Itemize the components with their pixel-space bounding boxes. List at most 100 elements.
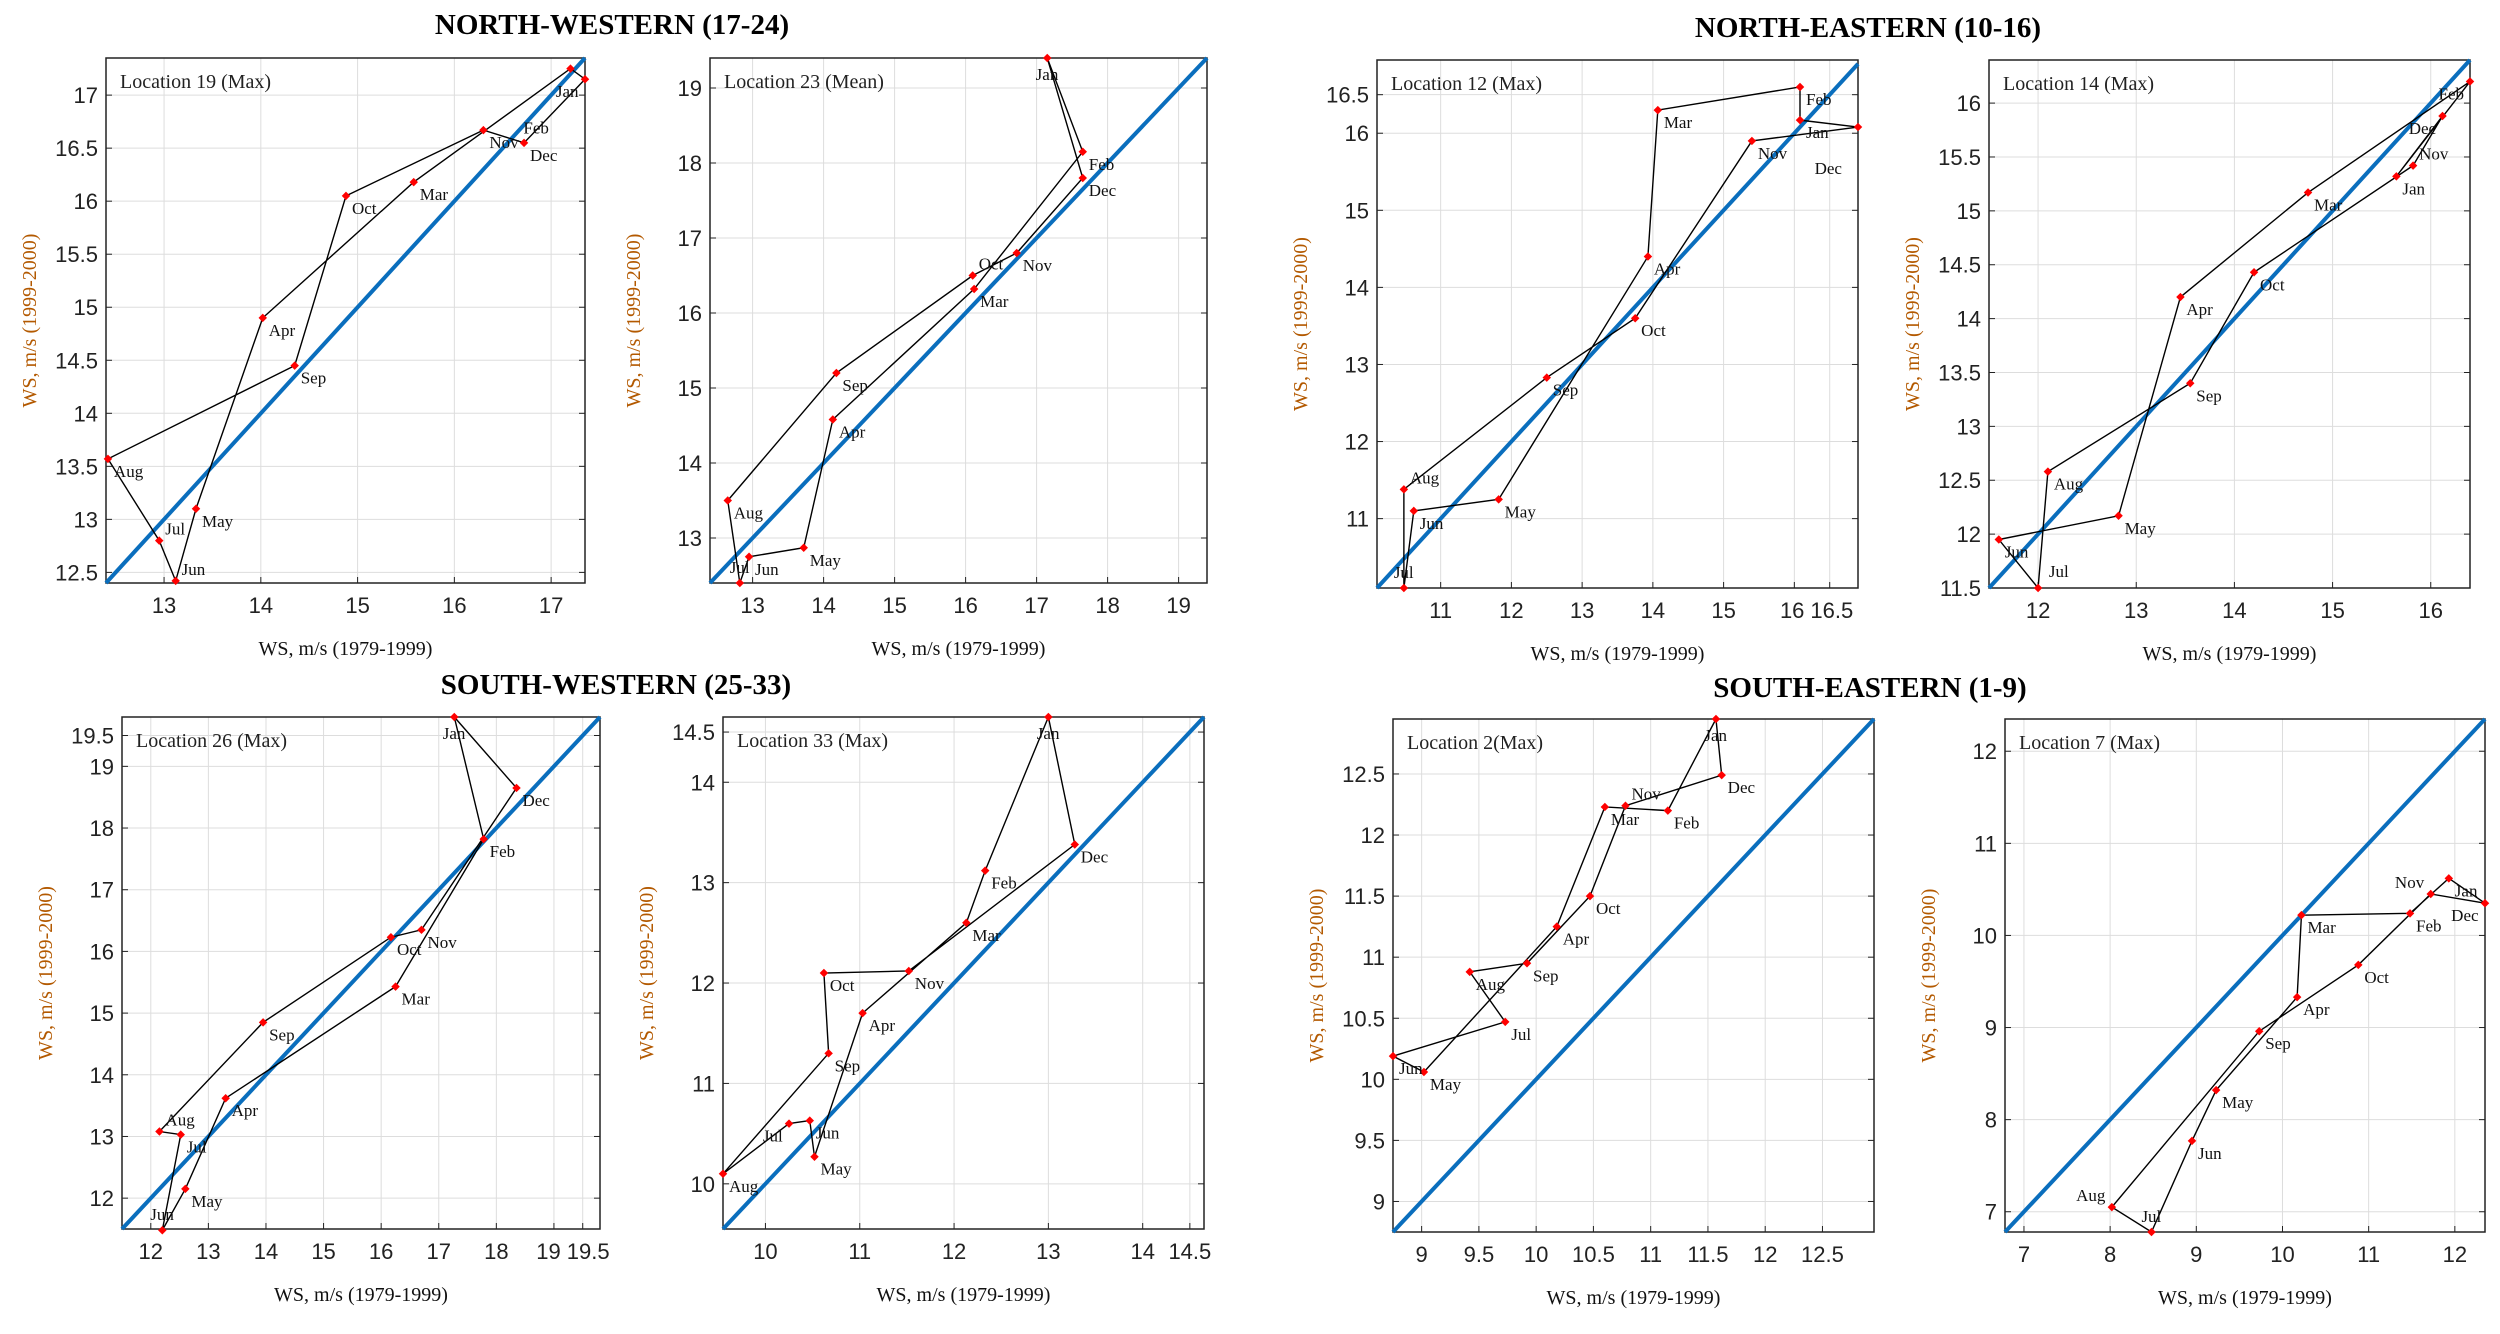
y-tick-label: 15.5 (55, 242, 98, 267)
y-tick-label: 16 (678, 301, 702, 326)
x-tick-label: 9.5 (1464, 1242, 1495, 1267)
data-point-nov (2408, 161, 2418, 170)
month-label: Jan (556, 82, 579, 101)
x-tick-label: 13 (152, 593, 176, 618)
month-label: Aug (734, 504, 764, 523)
axes-box (121, 716, 601, 1230)
data-point-jul (735, 578, 745, 588)
x-tick-label: 14.5 (1168, 1239, 1211, 1264)
x-tick-label: 9 (2190, 1242, 2202, 1267)
y-tick-label: 12 (1345, 430, 1369, 455)
panel-8: 7 8 9 10 11 12 7 8 9 10 11 12 Location 7 (Max) Jan Feb… (1918, 717, 2490, 1309)
data-point-dec (512, 783, 521, 793)
data-point-may (1419, 1067, 1429, 1077)
month-label: Apr (2186, 300, 2213, 319)
data-point-aug (103, 454, 113, 464)
data-point-mar (2297, 910, 2306, 920)
x-tick-label: 13 (2124, 598, 2148, 623)
y-tick-label: 14 (691, 770, 715, 795)
month-label: Mar (1664, 113, 1693, 132)
y-tick-label: 14.5 (55, 348, 98, 373)
month-label: Jun (1399, 1059, 1423, 1078)
x-tick-label: 11 (848, 1239, 871, 1264)
month-label: Jun (816, 1124, 840, 1143)
x-tick-label: 7 (2018, 1242, 2030, 1267)
month-label: Oct (979, 255, 1004, 274)
x-tick-label: 15 (311, 1239, 335, 1264)
y-tick-label: 14.5 (1938, 253, 1981, 278)
month-label: Mar (980, 292, 1009, 311)
month-label: Jun (2198, 1144, 2222, 1163)
data-point-mar (962, 918, 971, 928)
data-point-oct (819, 968, 829, 978)
month-label: May (202, 512, 234, 531)
y-tick-label: 8 (1985, 1108, 1997, 1133)
data-point-nov (904, 966, 914, 976)
x-tick-label: 15 (345, 593, 369, 618)
x-tick-label: 13 (740, 593, 764, 618)
x-tick-label: 11 (1639, 1242, 1662, 1267)
x-tick-label: 12 (1753, 1242, 1777, 1267)
y-tick-label: 11 (692, 1071, 715, 1096)
data-point-oct (341, 191, 351, 201)
y-tick-label: 16 (74, 189, 98, 214)
month-label: Jan (1037, 724, 1060, 743)
month-label: Dec (530, 146, 558, 165)
x-tick-label: 16 (1780, 598, 1804, 623)
month-label: Sep (842, 376, 868, 395)
y-tick-label: 12.5 (1342, 762, 1385, 787)
x-tick-label: 17 (427, 1239, 451, 1264)
data-point-nov (417, 925, 426, 935)
x-tick-label: 12 (2026, 598, 2050, 623)
x-tick-label: 11 (1429, 598, 1452, 623)
data-point-dec (2480, 898, 2490, 908)
x-axis-label: WS, m/s (1979-1999) (877, 1284, 1051, 1306)
month-label: Oct (1641, 321, 1666, 340)
x-tick-label: 17 (1024, 593, 1048, 618)
y-tick-label: 12.5 (1938, 468, 1981, 493)
x-tick-label: 13 (1570, 598, 1594, 623)
group-title-north-eastern: NORTH-EASTERN (10-16) (1695, 12, 2041, 44)
month-label: Sep (2196, 386, 2222, 405)
month-label: Jun (1420, 514, 1444, 533)
x-tick-label: 10 (2270, 1242, 2294, 1267)
month-label: Mar (1611, 810, 1640, 829)
y-tick-label: 13 (90, 1124, 114, 1149)
data-point-may (799, 543, 808, 552)
month-label: Sep (269, 1025, 295, 1044)
monthly-loop-line (157, 716, 518, 1231)
month-label: Oct (830, 976, 855, 995)
y-tick-label: 18 (678, 151, 702, 176)
data-point-aug (1465, 967, 1474, 977)
month-label: Aug (1410, 468, 1440, 487)
data-point-jul (1399, 583, 1409, 593)
month-label: Feb (991, 874, 1017, 893)
data-point-sep (290, 361, 299, 370)
data-point-jan (1044, 712, 1053, 722)
data-point-jun (158, 1225, 167, 1235)
data-point-sep (2185, 379, 2195, 388)
data-point-jul (1500, 1017, 1510, 1027)
data-point-jul (2147, 1227, 2156, 1237)
identity-line (104, 56, 587, 585)
month-label: Feb (1806, 90, 1832, 109)
data-point-aug (1399, 485, 1409, 494)
month-label: Aug (2076, 1186, 2106, 1205)
location-label: Location 19 (Max) (120, 71, 271, 93)
location-label: Location 14 (Max) (2003, 73, 2154, 95)
axes-box (1392, 718, 1875, 1233)
month-label: Mar (420, 185, 449, 204)
month-label: May (2125, 519, 2157, 538)
location-label: Location 33 (Max) (737, 730, 888, 752)
x-tick-label: 12 (139, 1239, 163, 1264)
y-tick-label: 19 (90, 754, 114, 779)
data-point-feb (1795, 82, 1805, 92)
location-label: Location 12 (Max) (1391, 73, 1542, 95)
data-point-mar (1600, 802, 1610, 812)
y-tick-label: 16.5 (1326, 83, 1369, 108)
data-point-may (181, 1184, 190, 1194)
month-label: May (2222, 1093, 2254, 1112)
month-label: Apr (1654, 260, 1681, 279)
y-tick-label: 13.5 (1938, 360, 1981, 385)
month-label: May (820, 1160, 852, 1179)
